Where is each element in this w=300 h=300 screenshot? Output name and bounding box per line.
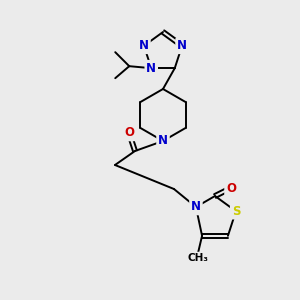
Text: N: N [146,62,156,75]
Text: CH₃: CH₃ [188,253,208,263]
Text: O: O [226,182,236,194]
Text: N: N [191,200,201,214]
Text: N: N [139,39,149,52]
Text: N: N [158,134,168,148]
Text: N: N [177,39,187,52]
Text: O: O [124,127,134,140]
Text: S: S [232,205,240,218]
